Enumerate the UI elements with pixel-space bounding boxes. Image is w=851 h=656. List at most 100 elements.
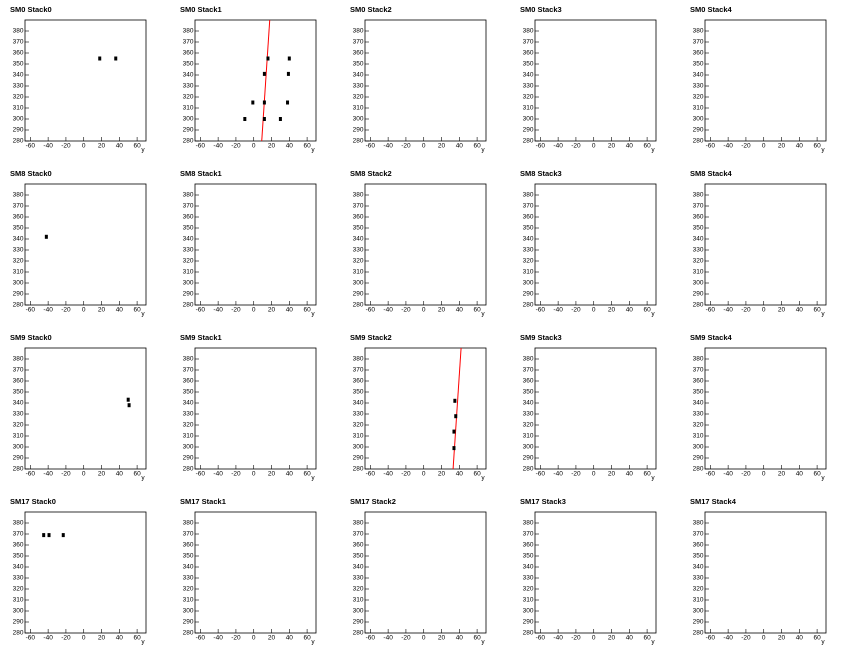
x-tick-label: 60	[303, 635, 311, 642]
panel-title: SM8 Stack1	[180, 169, 222, 178]
y-tick-label: 320	[353, 422, 364, 429]
y-tick-label: 330	[523, 83, 534, 90]
x-tick-label: 0	[82, 635, 86, 642]
y-tick-label: 330	[13, 247, 24, 254]
x-tick-label: -60	[26, 307, 36, 314]
y-tick-label: 350	[523, 61, 534, 68]
hit-point	[42, 533, 46, 538]
hit-point	[126, 397, 130, 402]
y-tick-label: 300	[353, 444, 364, 451]
y-tick-label: 310	[693, 433, 704, 440]
y-tick-label: 320	[183, 94, 194, 101]
x-tick-label: 0	[592, 143, 596, 150]
y-tick-label: 370	[13, 203, 24, 210]
y-tick-label: 290	[13, 619, 24, 626]
x-tick-label: -60	[196, 307, 206, 314]
y-tick-label: 320	[183, 258, 194, 265]
x-axis-title: y	[481, 147, 485, 154]
y-tick-label: 330	[353, 575, 364, 582]
y-tick-label: 290	[693, 127, 704, 134]
x-tick-label: -60	[706, 471, 716, 478]
x-tick-label: -40	[43, 635, 53, 642]
y-tick-label: 350	[13, 553, 24, 560]
panel: SM9 Stack4 280 290 300 310 320 330 340 350 360 370…	[690, 333, 827, 482]
x-tick-label: 20	[608, 307, 616, 314]
x-axis-title: y	[311, 475, 315, 482]
y-tick-label: 330	[13, 83, 24, 90]
y-tick-label: 360	[523, 50, 534, 57]
y-tick-label: 310	[13, 105, 24, 112]
x-tick-label: 0	[82, 471, 86, 478]
y-tick-label: 380	[523, 520, 534, 527]
x-tick-label: 40	[456, 143, 464, 150]
x-tick-label: 0	[762, 307, 766, 314]
y-tick-label: 290	[693, 619, 704, 626]
x-tick-label: -20	[741, 307, 751, 314]
y-tick-label: 360	[13, 50, 24, 57]
x-tick-label: 60	[473, 143, 481, 150]
x-tick-label: -20	[741, 635, 751, 642]
y-tick-label: 330	[13, 411, 24, 418]
panel-title: SM0 Stack1	[180, 5, 222, 14]
x-tick-label: 60	[133, 307, 141, 314]
y-tick-label: 300	[523, 280, 534, 287]
x-tick-label: -20	[61, 471, 71, 478]
y-tick-label: 300	[353, 280, 364, 287]
y-tick-label: 360	[693, 214, 704, 221]
y-tick-label: 290	[353, 455, 364, 462]
x-tick-label: 40	[626, 635, 634, 642]
y-tick-label: 360	[523, 542, 534, 549]
panel-title: SM9 Stack2	[350, 333, 392, 342]
x-tick-label: 40	[116, 471, 124, 478]
plot-frame	[704, 19, 827, 142]
x-tick-label: -20	[571, 471, 581, 478]
y-tick-label: 290	[183, 619, 194, 626]
hit-point	[286, 71, 290, 76]
y-tick-label: 310	[13, 433, 24, 440]
y-tick-label: 290	[183, 127, 194, 134]
y-tick-label: 330	[693, 83, 704, 90]
hit-point	[262, 100, 266, 105]
x-tick-label: -20	[61, 635, 71, 642]
panel-title: SM8 Stack4	[690, 169, 733, 178]
y-tick-label: 340	[353, 564, 364, 571]
y-tick-label: 340	[353, 400, 364, 407]
plot-frame	[194, 183, 317, 306]
y-tick-label: 340	[523, 72, 534, 79]
x-tick-label: 0	[592, 471, 596, 478]
y-tick-label: 320	[693, 422, 704, 429]
panel: SM9 Stack2 280 290 300 310 320 330 340 350 360 370…	[350, 333, 487, 482]
y-tick-label: 330	[183, 247, 194, 254]
y-tick-label: 320	[523, 422, 534, 429]
x-tick-label: 60	[473, 635, 481, 642]
y-tick-label: 310	[523, 597, 534, 604]
x-tick-label: -60	[706, 635, 716, 642]
x-tick-label: 20	[98, 635, 106, 642]
y-tick-label: 310	[523, 269, 534, 276]
x-axis-title: y	[821, 475, 825, 482]
plot-frame	[534, 19, 657, 142]
y-tick-label: 360	[353, 50, 364, 57]
y-tick-label: 300	[183, 444, 194, 451]
panel-title: SM17 Stack1	[180, 497, 226, 506]
y-tick-label: 310	[523, 105, 534, 112]
y-tick-label: 290	[353, 127, 364, 134]
x-tick-label: 0	[762, 143, 766, 150]
y-tick-label: 310	[693, 597, 704, 604]
hit-point	[243, 117, 247, 121]
x-tick-label: -20	[401, 635, 411, 642]
plot-frame	[24, 347, 147, 470]
plot-frame	[364, 183, 487, 306]
y-tick-label: 340	[13, 72, 24, 79]
panel: SM17 Stack3 280 290 300 310 320 330 340 350 360 37…	[520, 497, 657, 646]
hit-point	[262, 71, 266, 76]
y-tick-label: 360	[353, 542, 364, 549]
panel-title: SM0 Stack0	[10, 5, 52, 14]
y-tick-label: 340	[183, 236, 194, 243]
panel: SM8 Stack1 280 290 300 310 320 330 340 350 360 370…	[180, 169, 317, 318]
y-tick-label: 300	[523, 608, 534, 615]
x-tick-label: -60	[366, 307, 376, 314]
hit-point	[453, 398, 457, 403]
y-tick-label: 350	[13, 389, 24, 396]
y-tick-label: 280	[693, 302, 704, 309]
